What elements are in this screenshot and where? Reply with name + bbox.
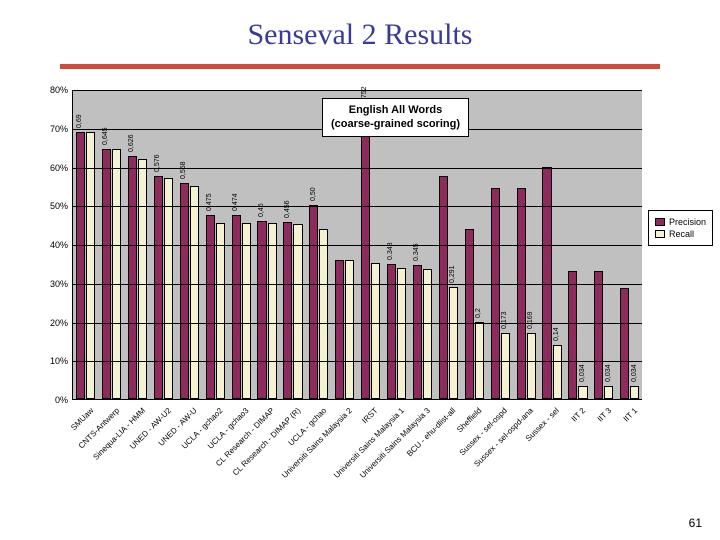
precision-bar <box>620 288 629 399</box>
precision-value-label: 0,475 <box>206 193 213 211</box>
recall-bar <box>553 345 562 399</box>
y-tick-label: 10% <box>30 356 68 366</box>
precision-value-label: 0,626 <box>128 135 135 153</box>
recall-bar <box>293 224 302 399</box>
recall-bar <box>242 223 251 399</box>
recall-value-label: 0,034 <box>579 364 586 382</box>
recall-value-label: 0,2 <box>475 308 482 318</box>
page-number: 61 <box>689 516 702 530</box>
precision-bar <box>154 176 163 399</box>
precision-value-label: 0,576 <box>154 154 161 172</box>
y-tick-label: 20% <box>30 318 68 328</box>
y-tick-label: 50% <box>30 201 68 211</box>
recall-bar <box>501 333 510 399</box>
x-tick-label: IRST <box>361 406 380 425</box>
chart-title-box: English All Words(coarse-grained scoring… <box>322 98 469 137</box>
y-tick-label: 60% <box>30 163 68 173</box>
precision-value-label: 0,645 <box>102 128 109 146</box>
gridline <box>73 206 642 207</box>
recall-value-label: 0,034 <box>631 364 638 382</box>
recall-value-label: 0,14 <box>553 327 560 341</box>
recall-bar <box>475 322 484 400</box>
gridline <box>73 361 642 362</box>
y-tick-label: 80% <box>30 85 68 95</box>
chart-title-line: (coarse-grained scoring) <box>331 117 460 131</box>
legend-swatch <box>655 218 665 226</box>
gridline <box>73 284 642 285</box>
recall-bar <box>319 229 328 400</box>
gridline <box>73 168 642 169</box>
precision-bar <box>335 260 344 400</box>
y-tick-label: 30% <box>30 279 68 289</box>
recall-bar <box>449 287 458 399</box>
gridline <box>73 323 642 324</box>
precision-bar <box>413 265 422 399</box>
precision-bar <box>283 222 292 399</box>
x-tick-label: BCU - ehu-dlist-all <box>405 406 457 458</box>
y-tick-label: 40% <box>30 240 68 250</box>
recall-bar <box>423 269 432 399</box>
precision-bar <box>309 205 318 399</box>
precision-bar <box>361 108 370 399</box>
recall-value-label: 0,173 <box>501 312 508 330</box>
precision-bar <box>206 215 215 399</box>
legend-item: Recall <box>655 229 706 239</box>
recall-bar <box>604 386 613 399</box>
precision-value-label: 0,46 <box>258 203 265 217</box>
recall-bar <box>86 132 95 399</box>
recall-bar <box>190 186 199 399</box>
legend-swatch <box>655 230 665 238</box>
precision-value-label: 0,50 <box>310 188 317 202</box>
recall-bar <box>345 260 354 400</box>
precision-bar <box>517 188 526 399</box>
x-tick-label: IIT 1 <box>621 406 639 424</box>
recall-bar <box>138 159 147 399</box>
precision-value-label: 0,474 <box>232 194 239 212</box>
precision-bar <box>180 183 189 399</box>
title-rule <box>60 64 660 69</box>
precision-value-label: 0,69 <box>76 114 83 128</box>
gridline <box>73 245 642 246</box>
precision-bar <box>232 215 241 399</box>
legend: Precision Recall <box>648 210 713 246</box>
precision-value-label: 0.345 <box>413 244 420 262</box>
recall-bar <box>630 386 639 399</box>
precision-bar <box>439 176 448 399</box>
chart-title-line: English All Words <box>331 103 460 117</box>
precision-bar <box>257 221 266 399</box>
gridline <box>73 90 642 91</box>
legend-item: Precision <box>655 217 706 227</box>
y-tick-label: 70% <box>30 124 68 134</box>
precision-value-label: 0,558 <box>180 161 187 179</box>
chart: 0%10%20%30%40%50%60%70%80% 0,690,6450,62… <box>30 90 690 470</box>
recall-bar <box>397 268 406 399</box>
legend-label: Precision <box>669 217 706 227</box>
recall-bar <box>216 223 225 399</box>
x-tick-label: IIT 3 <box>596 406 614 424</box>
precision-bar <box>465 229 474 400</box>
page-title: Senseval 2 Results <box>0 0 720 52</box>
recall-bar <box>527 333 536 399</box>
recall-bar <box>164 178 173 399</box>
precision-bar <box>491 188 500 399</box>
recall-bar <box>268 223 277 399</box>
recall-value-label: 0,169 <box>527 312 534 330</box>
recall-bar <box>578 386 587 399</box>
precision-bar <box>594 271 603 399</box>
precision-value-label: 0,456 <box>284 201 291 219</box>
slide: Senseval 2 Results 0% 10% 20% 30% 40% 50% 60% 7… <box>0 0 720 540</box>
y-tick-label: 0% <box>30 395 68 405</box>
precision-bar <box>128 156 137 399</box>
recall-value-label: 0,034 <box>605 364 612 382</box>
precision-bar <box>568 271 577 399</box>
precision-bar <box>76 132 85 399</box>
x-tick-label: IIT 2 <box>570 406 588 424</box>
legend-label: Recall <box>669 229 694 239</box>
recall-value-label: 0,291 <box>449 265 456 283</box>
